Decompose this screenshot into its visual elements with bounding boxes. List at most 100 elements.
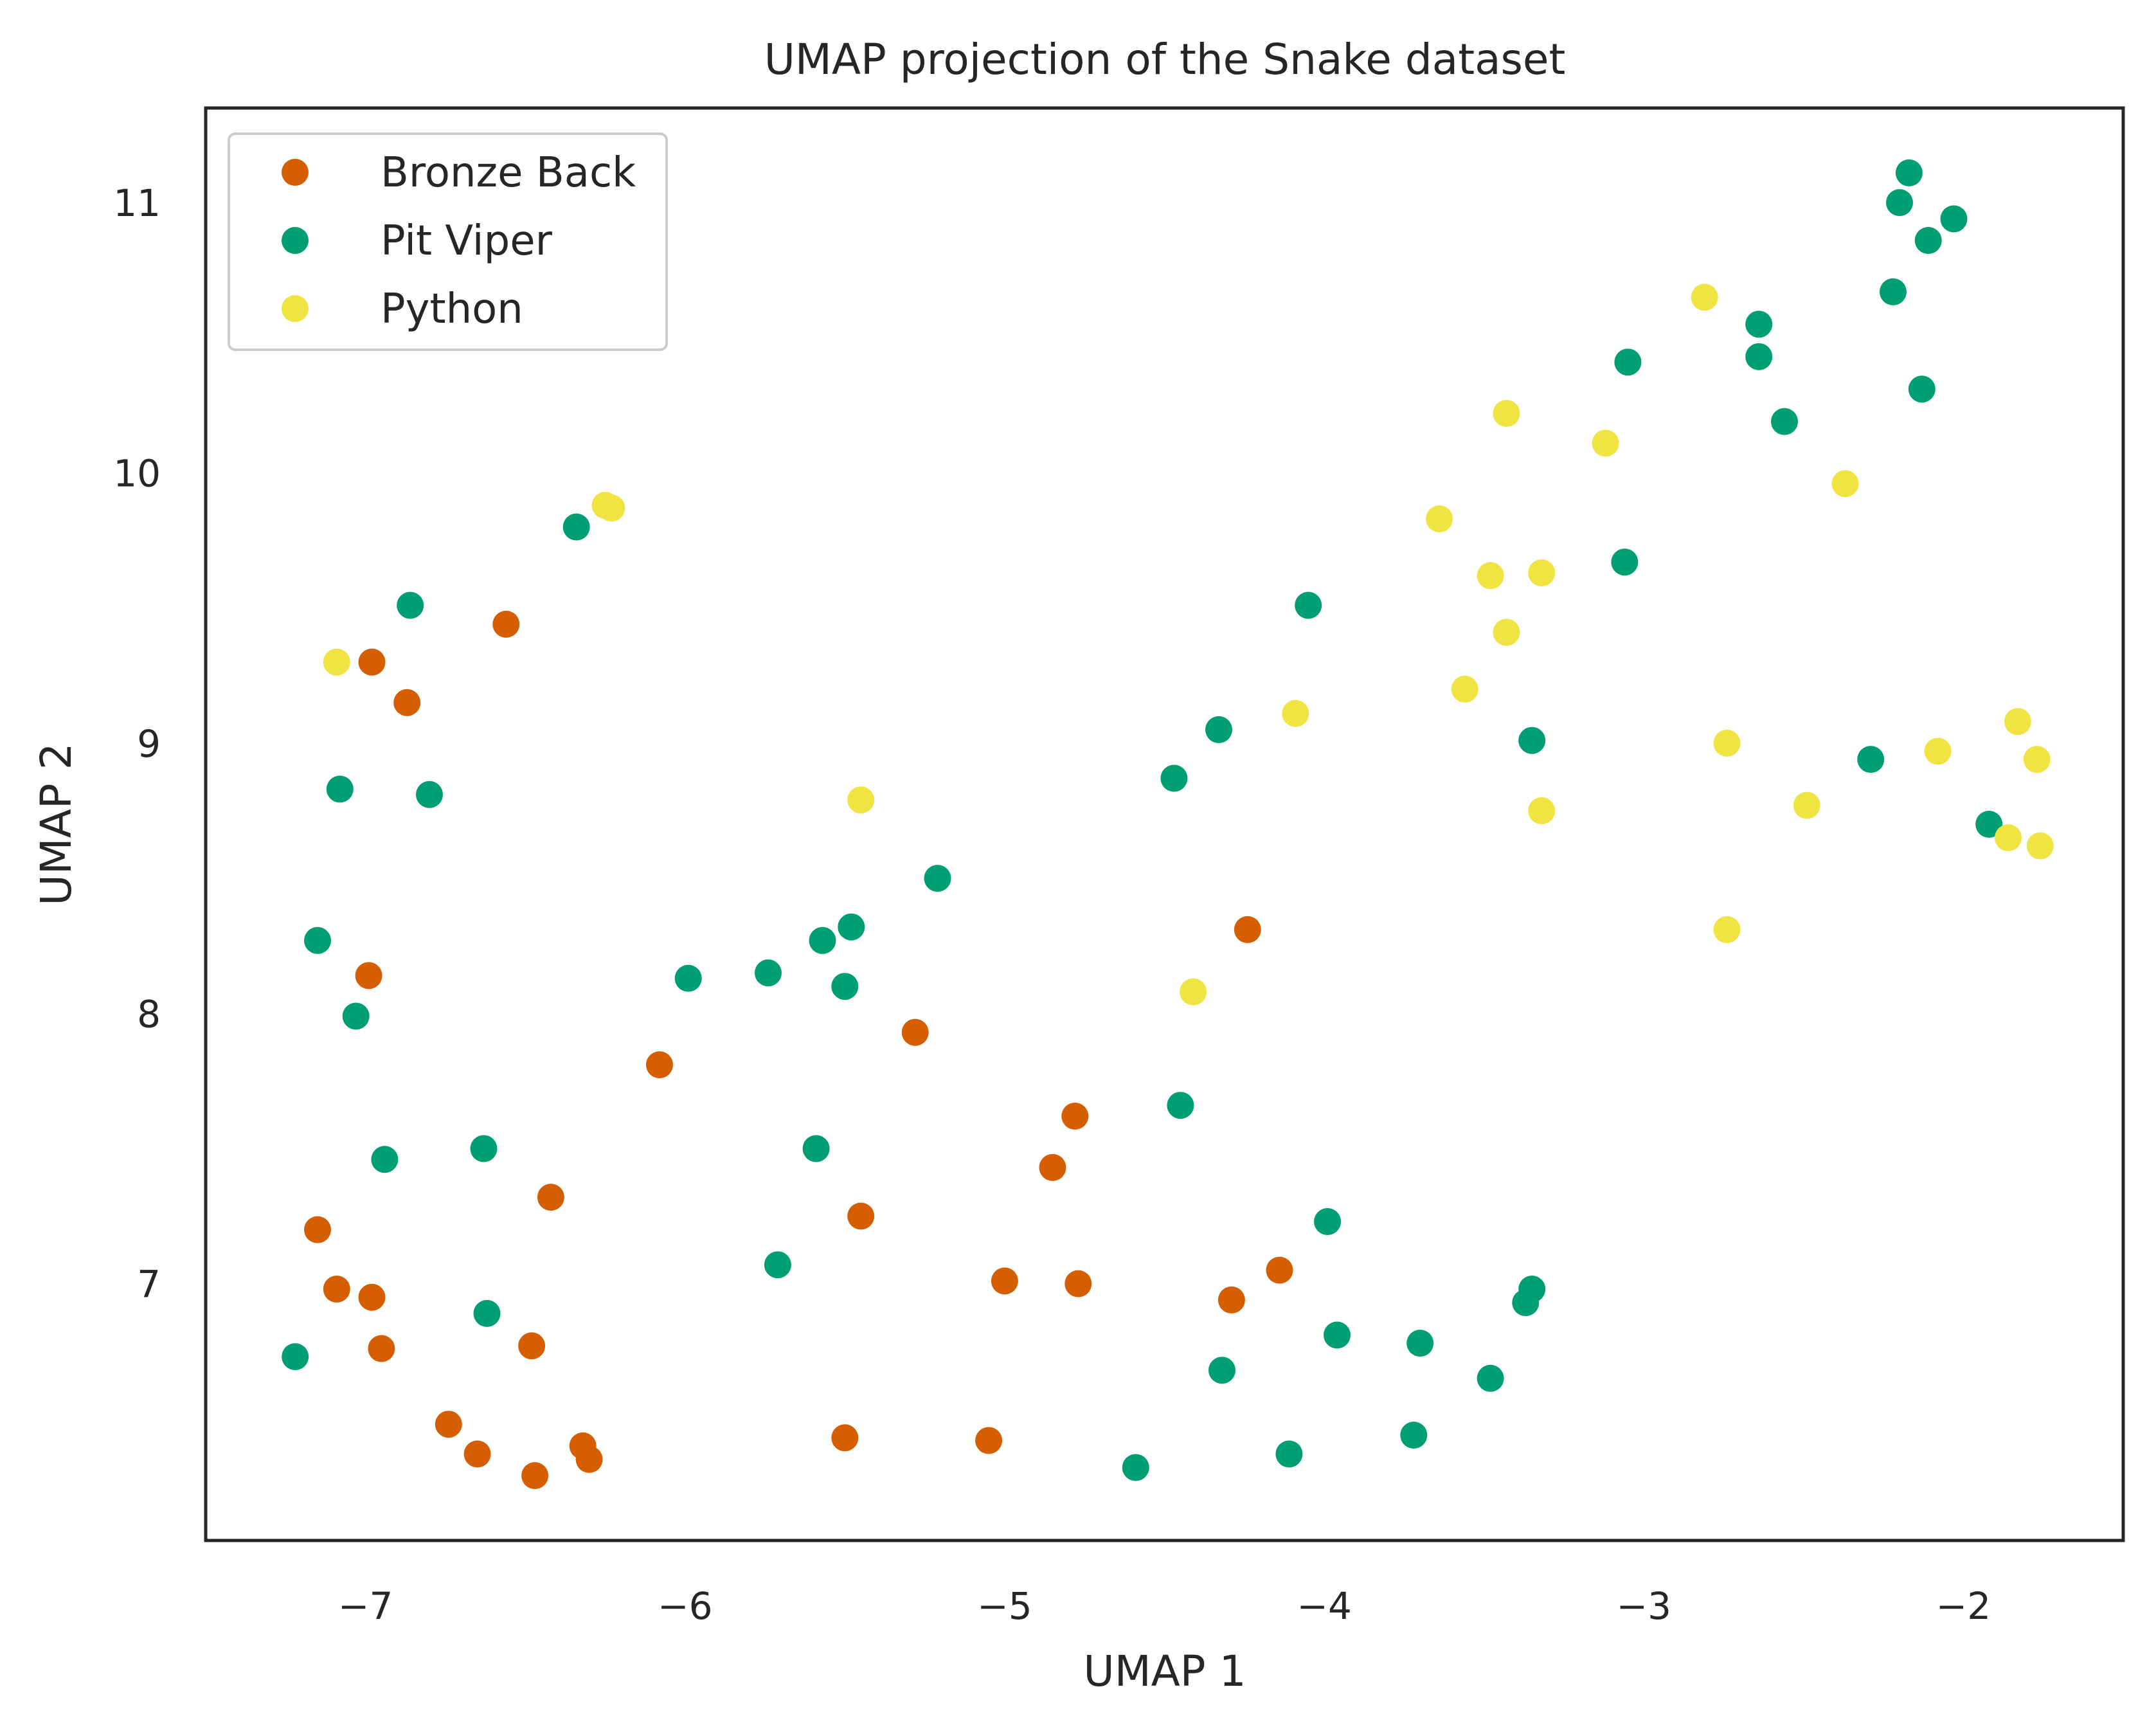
data-point <box>1266 1256 1293 1284</box>
data-point <box>2004 708 2031 736</box>
data-point <box>1831 470 1859 498</box>
data-point <box>1940 205 1968 233</box>
data-point <box>326 775 354 803</box>
data-point <box>646 1051 673 1079</box>
data-point <box>473 1299 501 1327</box>
data-point <box>470 1135 498 1162</box>
data-point <box>1477 562 1504 590</box>
data-point <box>1160 764 1188 792</box>
data-point <box>1295 592 1322 619</box>
data-point <box>1208 1357 1235 1384</box>
data-point <box>282 1343 309 1371</box>
y-tick-labels: 7 8 9 10 11 <box>113 181 161 1306</box>
data-point <box>1914 227 1942 254</box>
data-point <box>847 786 875 814</box>
data-point <box>924 865 951 892</box>
data-point <box>1282 700 1309 727</box>
data-point <box>838 913 865 941</box>
series-bronze-back <box>304 610 1293 1490</box>
data-point <box>1611 548 1639 576</box>
legend-items: Bronze Back Pit Viper Python <box>282 149 636 333</box>
data-point <box>518 1332 546 1360</box>
data-point <box>1924 737 1952 765</box>
y-tick-label: 9 <box>137 722 161 766</box>
data-point <box>1275 1440 1303 1468</box>
x-axis-label: UMAP 1 <box>1083 1647 1246 1696</box>
legend-marker <box>282 295 309 322</box>
y-tick-label: 8 <box>137 992 161 1036</box>
data-point <box>1065 1270 1092 1297</box>
x-tick-label: −2 <box>1936 1584 1991 1628</box>
data-point <box>1217 1286 1245 1314</box>
y-tick-label: 10 <box>113 452 161 496</box>
data-point <box>323 1276 350 1303</box>
data-point <box>2023 746 2051 773</box>
x-tick-labels: −7 −6 −5 −4 −3 −2 <box>338 1584 1991 1628</box>
data-point <box>901 1018 929 1046</box>
data-point <box>802 1135 830 1162</box>
data-point <box>831 1424 859 1452</box>
data-point <box>1234 916 1261 943</box>
data-point <box>1793 791 1820 819</box>
data-point <box>1167 1092 1194 1119</box>
data-point <box>463 1440 491 1468</box>
series-pit-viper <box>282 159 2003 1481</box>
data-point <box>1493 619 1520 646</box>
data-point <box>975 1427 1003 1454</box>
data-point <box>1528 559 1556 586</box>
data-point <box>1771 408 1798 435</box>
data-point <box>1493 400 1520 427</box>
data-point <box>397 592 424 619</box>
data-point <box>1426 505 1453 532</box>
data-point <box>1880 278 1907 305</box>
data-point <box>598 494 625 522</box>
data-point <box>1995 824 2022 851</box>
data-point <box>1713 916 1741 943</box>
data-point <box>1180 978 1207 1006</box>
data-point <box>847 1202 875 1230</box>
data-point <box>764 1251 791 1279</box>
data-point <box>562 513 590 541</box>
legend-label: Pit Viper <box>381 217 553 265</box>
data-point <box>1518 1276 1546 1303</box>
data-point <box>304 926 331 954</box>
data-point <box>1895 159 1923 186</box>
y-tick-label: 11 <box>113 181 161 225</box>
data-point <box>1745 343 1773 370</box>
y-axis-label: UMAP 2 <box>31 743 81 905</box>
data-point <box>521 1462 549 1490</box>
data-point <box>435 1411 462 1438</box>
data-point <box>1518 727 1546 754</box>
data-point <box>1039 1153 1066 1181</box>
data-point <box>1528 797 1556 824</box>
legend-label: Bronze Back <box>381 149 636 197</box>
data-point <box>809 926 836 954</box>
data-point <box>1061 1103 1089 1130</box>
x-tick-label: −5 <box>977 1584 1032 1628</box>
data-point <box>1713 729 1741 757</box>
data-point <box>1614 348 1642 376</box>
data-point <box>1122 1454 1149 1481</box>
data-point <box>358 1283 386 1311</box>
data-point <box>1400 1422 1428 1449</box>
data-point <box>991 1267 1018 1295</box>
legend-label: Python <box>381 285 523 333</box>
data-point <box>1592 429 1619 457</box>
data-point <box>1691 284 1718 311</box>
x-tick-label: −6 <box>658 1584 713 1628</box>
data-point <box>1745 311 1773 338</box>
legend-marker <box>282 159 309 186</box>
data-point <box>674 964 702 992</box>
x-tick-label: −3 <box>1617 1584 1672 1628</box>
data-point <box>304 1216 331 1243</box>
plot-frame <box>204 106 2125 1542</box>
points-layer <box>282 159 2054 1490</box>
data-point <box>393 689 421 716</box>
data-point <box>831 973 859 1000</box>
data-point <box>371 1146 399 1173</box>
data-point <box>1857 746 1885 773</box>
data-point <box>355 962 382 989</box>
data-point <box>368 1335 395 1362</box>
data-point <box>416 781 443 808</box>
